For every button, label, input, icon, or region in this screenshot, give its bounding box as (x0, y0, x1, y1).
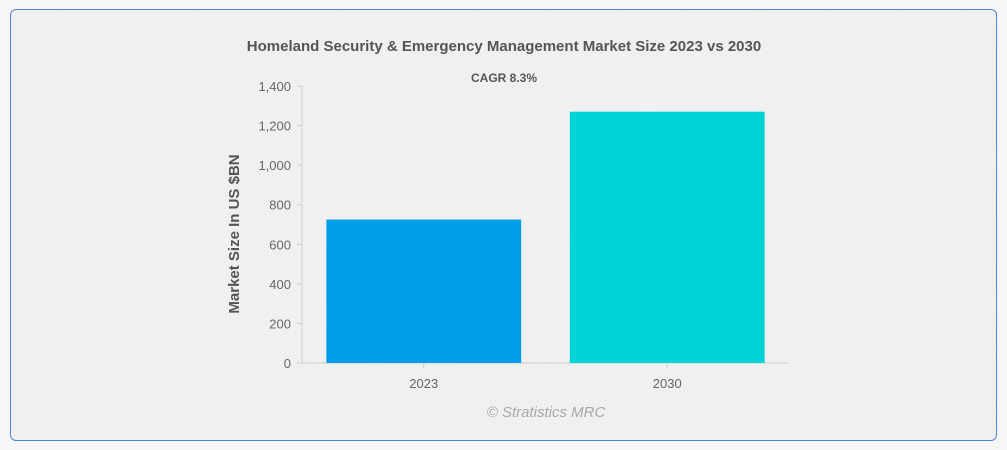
y-tick-label: 400 (269, 277, 291, 292)
x-tick-label: 2023 (409, 376, 438, 391)
y-axis-label: Market Size In US $BN (226, 154, 243, 313)
y-tick-label: 1,400 (258, 79, 291, 94)
chart-title: Homeland Security & Emergency Management… (247, 38, 761, 55)
y-tick-label: 600 (269, 237, 291, 252)
bar-2030 (569, 111, 765, 363)
y-tick-label: 1,200 (258, 119, 291, 134)
y-tick-label: 0 (284, 356, 291, 371)
watermark: © Stratistics MRC (487, 404, 606, 421)
y-tick-label: 200 (269, 316, 291, 331)
chart-subtitle: CAGR 8.3% (471, 71, 537, 85)
plot-area: 0 200 400 600 800 1,000 1,200 1,400 2023 2030 (258, 79, 789, 391)
chart-frame: Homeland Security & Emergency Management… (10, 9, 997, 441)
y-tick-label: 1,000 (258, 158, 291, 173)
x-tick-label: 2030 (653, 376, 682, 391)
y-tick-label: 800 (269, 198, 291, 213)
bar-2023 (326, 219, 522, 363)
bar-chart: Homeland Security & Emergency Management… (226, 38, 789, 421)
